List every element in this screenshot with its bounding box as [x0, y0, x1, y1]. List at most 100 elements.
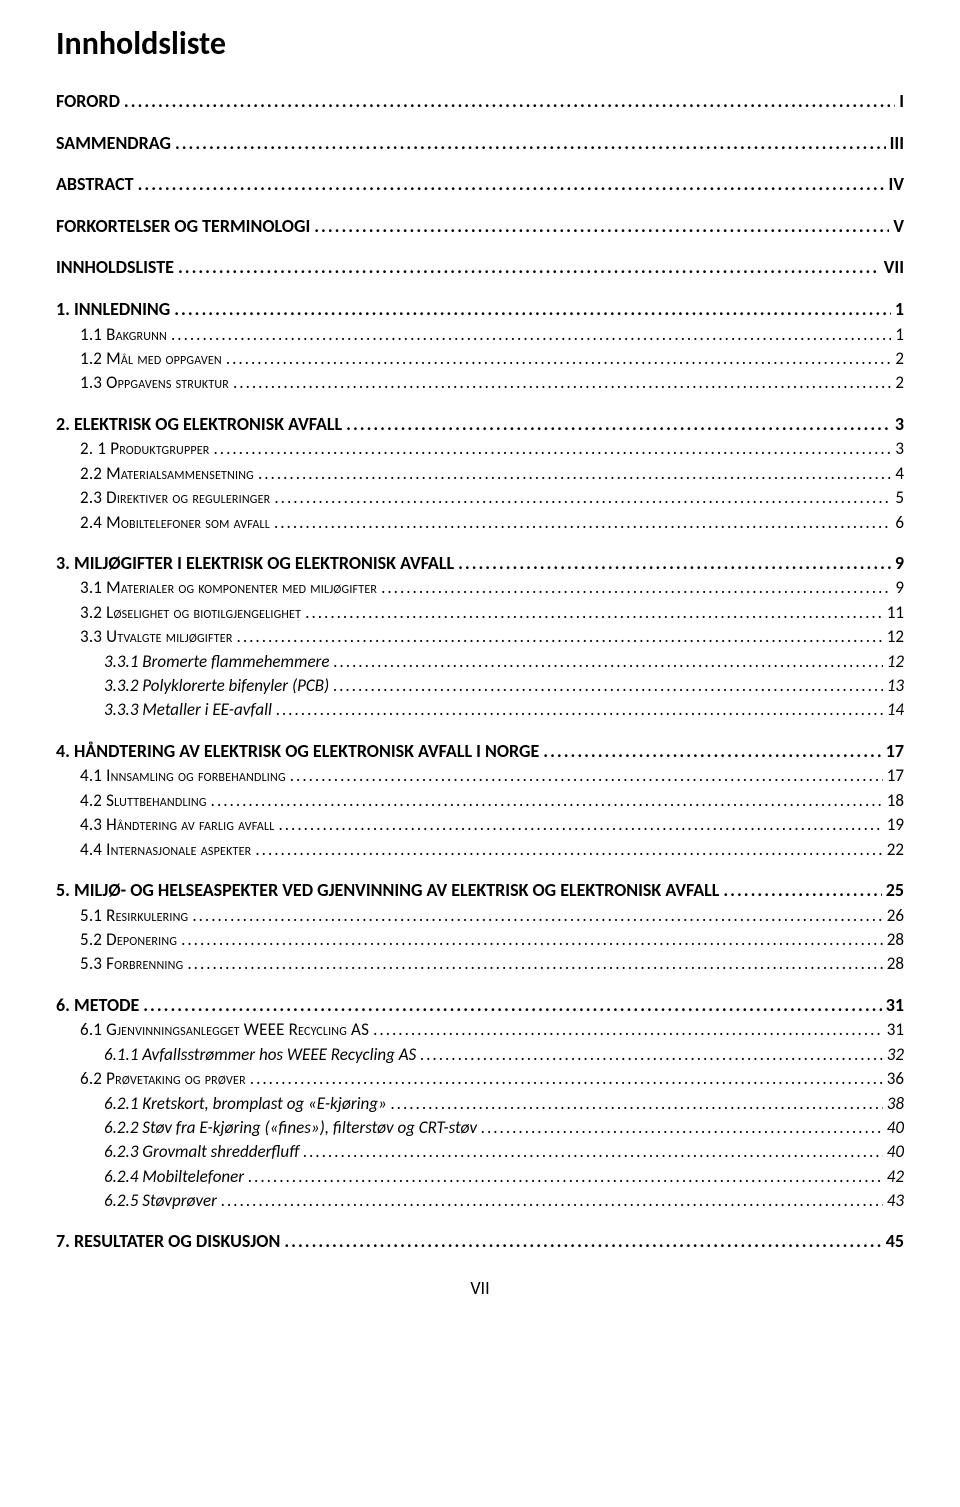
toc-entry[interactable]: 6.1.1 Avfallsstrømmer hos WEEE Recycling…	[56, 1045, 904, 1065]
toc-entry-label: 6. METODE	[56, 995, 139, 1017]
toc-entry[interactable]: ABSTRACT IV	[56, 174, 904, 196]
toc-entry-label: 1.1 Bakgrunn	[80, 325, 167, 345]
toc-entry-label: 3.3.2 Polyklorerte bifenyler (PCB)	[104, 676, 329, 696]
toc-entry-page: VII	[884, 257, 904, 279]
toc-entry[interactable]: 1.2 Mål med oppgaven2	[56, 349, 904, 369]
toc-entry-label: 4. HÅNDTERING AV ELEKTRISK OG ELEKTRONIS…	[56, 741, 539, 763]
toc-dot-leader	[346, 414, 891, 436]
toc-entry[interactable]: 2.4 Mobiltelefoner som avfall6	[56, 513, 904, 533]
toc-entry[interactable]: 3. MILJØGIFTER I ELEKTRISK OG ELEKTRONIS…	[56, 553, 904, 575]
toc-dot-leader	[171, 325, 891, 345]
toc-entry[interactable]: 2. 1 Produktgrupper 3	[56, 439, 904, 459]
toc-entry[interactable]: 5.2 Deponering28	[56, 930, 904, 950]
toc-entry[interactable]: 6.2.3 Grovmalt shredderfluff40	[56, 1142, 904, 1162]
toc-dot-leader	[314, 216, 889, 238]
toc-entry[interactable]: 3.3.1 Bromerte flammehemmere12	[56, 652, 904, 672]
toc-entry-label: 3.1 Materialer og komponenter med miljøg…	[80, 578, 377, 598]
toc-entry[interactable]: 1. INNLEDNING1	[56, 299, 904, 321]
toc-entry-label: 6.2 Prøvetaking og prøver	[80, 1069, 246, 1089]
toc-entry[interactable]: 6.2.4 Mobiltelefoner42	[56, 1167, 904, 1187]
toc-entry[interactable]: 3.3.2 Polyklorerte bifenyler (PCB) 13	[56, 676, 904, 696]
toc-entry[interactable]: 4. HÅNDTERING AV ELEKTRISK OG ELEKTRONIS…	[56, 741, 904, 763]
toc-entry[interactable]: 6.1 Gjenvinningsanlegget WEEE Recycling …	[56, 1020, 904, 1040]
toc-entry-page: 45	[886, 1231, 904, 1253]
toc-dot-leader	[221, 1191, 883, 1211]
toc-dot-leader	[237, 627, 883, 647]
toc-entry[interactable]: FORKORTELSER OG TERMINOLOGIV	[56, 216, 904, 238]
toc-entry-page: 2	[895, 373, 904, 393]
toc-entry-page: 13	[887, 676, 904, 696]
toc-entry-page: 31	[887, 1020, 904, 1040]
toc-entry[interactable]: 6.2.1 Kretskort, bromplast og «E-kjøring…	[56, 1094, 904, 1114]
toc-entry-page: V	[893, 216, 904, 238]
toc-dot-leader	[481, 1118, 883, 1138]
toc-dot-leader	[124, 91, 895, 113]
toc-entry[interactable]: SAMMENDRAGIII	[56, 133, 904, 155]
toc-dot-leader	[278, 815, 882, 835]
toc-entry-page: 32	[887, 1045, 904, 1065]
toc-entry[interactable]: 4.2 Sluttbehandling18	[56, 791, 904, 811]
toc-dot-leader	[305, 603, 883, 623]
toc-entry[interactable]: FORORDI	[56, 91, 904, 113]
toc-entry-page: 17	[886, 741, 904, 763]
toc-entry-page: 11	[887, 603, 904, 623]
toc-dot-leader	[284, 1231, 881, 1253]
toc-entry-page: I	[899, 91, 904, 113]
toc-entry-label: ABSTRACT	[56, 174, 134, 196]
toc-entry-page: 40	[887, 1118, 904, 1138]
toc-dot-leader	[214, 439, 892, 459]
toc-entry[interactable]: 5.3 Forbrenning28	[56, 954, 904, 974]
toc-entry[interactable]: 6. METODE 31	[56, 995, 904, 1017]
toc-entry-page: 14	[887, 700, 904, 720]
toc-entry-label: 4.4 Internasjonale aspekter	[80, 840, 251, 860]
toc-entry[interactable]: 3.3 Utvalgte miljøgifter12	[56, 627, 904, 647]
toc-dot-leader	[258, 464, 891, 484]
toc-entry-page: 3	[895, 439, 904, 459]
toc-entry-label: 2.2 Materialsammensetning	[80, 464, 254, 484]
toc-entry[interactable]: 6.2.5 Støvprøver43	[56, 1191, 904, 1211]
toc-dot-leader	[381, 578, 891, 598]
toc-dot-leader	[391, 1094, 883, 1114]
toc-entry-page: 38	[887, 1094, 904, 1114]
toc-entry-page: 26	[887, 906, 904, 926]
toc-entry[interactable]: 4.1 Innsamling og forbehandling17	[56, 766, 904, 786]
toc-entry[interactable]: 1.3 Oppgavens struktur 2	[56, 373, 904, 393]
toc-entry[interactable]: 2. ELEKTRISK OG ELEKTRONISK AVFALL3	[56, 414, 904, 436]
toc-entry-page: 9	[895, 553, 904, 575]
toc-dot-leader	[458, 553, 891, 575]
toc-entry-label: 2. 1 Produktgrupper	[80, 439, 210, 459]
toc-dot-leader	[181, 930, 883, 950]
toc-dot-leader	[187, 954, 882, 974]
toc-entry[interactable]: 5. MILJØ- OG HELSEASPEKTER VED GJENVINNI…	[56, 880, 904, 902]
toc-dot-leader	[211, 791, 883, 811]
toc-entry-page: 12	[887, 652, 904, 672]
toc-entry[interactable]: INNHOLDSLISTEVII	[56, 257, 904, 279]
toc-entry[interactable]: 3.3.3 Metaller i EE-avfall14	[56, 700, 904, 720]
toc-entry[interactable]: 6.2.2 Støv fra E-kjøring («fines»), filt…	[56, 1118, 904, 1138]
toc-entry-label: 1.3 Oppgavens struktur	[80, 373, 229, 393]
toc-entry-page: 25	[886, 880, 904, 902]
toc-entry-label: 6.1.1 Avfallsstrømmer hos WEEE Recycling…	[104, 1045, 416, 1065]
toc-entry-label: 7. RESULTATER OG DISKUSJON	[56, 1231, 280, 1253]
toc-dot-leader	[248, 1167, 883, 1187]
toc-entry[interactable]: 5.1 Resirkulering26	[56, 906, 904, 926]
toc-entry[interactable]: 3.2 Løselighet og biotilgjengelighet11	[56, 603, 904, 623]
toc-entry[interactable]: 4.4 Internasjonale aspekter 22	[56, 840, 904, 860]
toc-dot-leader	[178, 257, 880, 279]
toc-entry-label: 6.2.2 Støv fra E-kjøring («fines»), filt…	[104, 1118, 477, 1138]
toc-entry[interactable]: 3.1 Materialer og komponenter med miljøg…	[56, 578, 904, 598]
toc-entry-page: 22	[887, 840, 904, 860]
toc-dot-leader	[290, 766, 883, 786]
toc-entry[interactable]: 6.2 Prøvetaking og prøver36	[56, 1069, 904, 1089]
toc-dot-leader	[420, 1045, 883, 1065]
toc-dot-leader	[138, 174, 885, 196]
toc-entry-page: 31	[886, 995, 904, 1017]
toc-entry[interactable]: 2.2 Materialsammensetning4	[56, 464, 904, 484]
toc-entry[interactable]: 2.3 Direktiver og reguleringer5	[56, 488, 904, 508]
toc-entry-page: IV	[889, 174, 904, 196]
toc-entry-label: 6.1 Gjenvinningsanlegget WEEE Recycling …	[80, 1020, 369, 1040]
toc-entry[interactable]: 7. RESULTATER OG DISKUSJON 45	[56, 1231, 904, 1253]
toc-entry[interactable]: 4.3 Håndtering av farlig avfall19	[56, 815, 904, 835]
toc-entry-page: 9	[895, 578, 904, 598]
toc-entry[interactable]: 1.1 Bakgrunn1	[56, 325, 904, 345]
